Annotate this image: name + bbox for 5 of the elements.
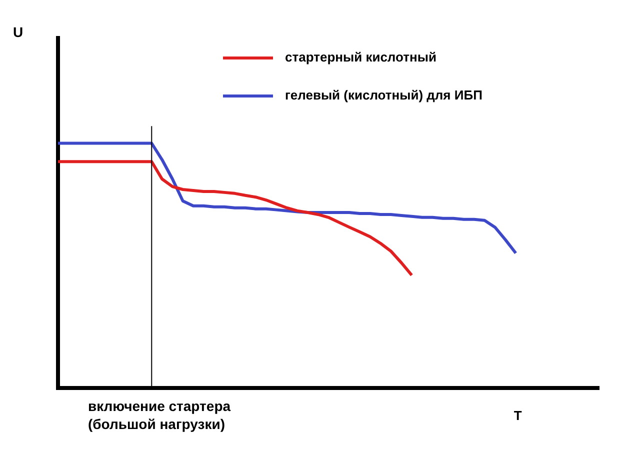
text: включение стартера (большой нагрузки) bbox=[88, 398, 231, 432]
legend-label: стартерный кислотный bbox=[285, 50, 436, 65]
legend-label: гелевый (кислотный) для ИБП bbox=[285, 88, 482, 103]
x-axis-title: T bbox=[514, 408, 522, 424]
text: U bbox=[12, 24, 24, 40]
